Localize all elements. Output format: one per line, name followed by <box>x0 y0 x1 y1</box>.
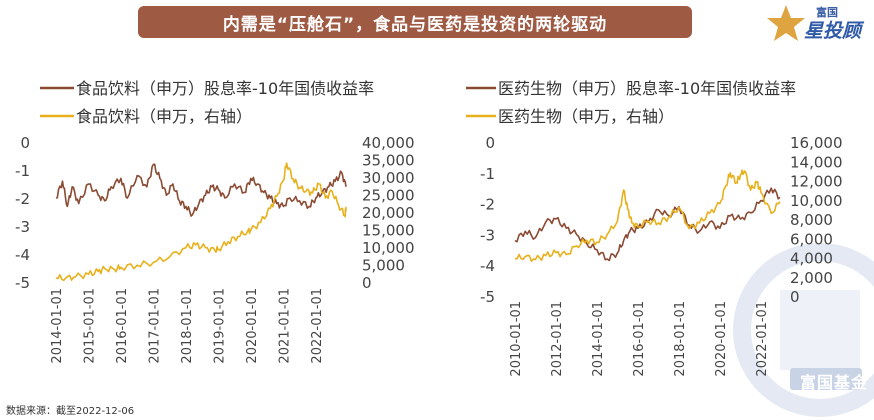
legend-label: 食品饮料（申万）股息率-10年国债收益率 <box>76 79 374 98</box>
y-right-tick-label: 30,000 <box>362 169 415 187</box>
y-right-tick-label: 0 <box>362 274 372 292</box>
y-right-tick-label: 40,000 <box>362 134 415 152</box>
y-right-tick-label: 14,000 <box>790 153 843 171</box>
x-tick-label: 2022-01-01 <box>310 288 325 364</box>
x-tick-label: 2015-01-01 <box>82 288 97 364</box>
title-banner: 内需是“压舱石”，食品与医药是投资的两轮驱动 <box>138 6 692 38</box>
legend-label: 医药生物（申万，右轴） <box>498 107 674 126</box>
y-right-tick-label: 25,000 <box>362 187 415 205</box>
y-left-tick-label: 0 <box>485 134 495 152</box>
y-left-tick-label: -5 <box>480 288 495 306</box>
y-right-tick-label: 2,000 <box>790 269 833 287</box>
y-right-tick-label: 16,000 <box>790 134 843 152</box>
x-tick-label: 2020-01-01 <box>714 301 729 377</box>
y-left-tick-label: -4 <box>15 246 30 264</box>
x-tick-label: 2012-01-01 <box>550 301 565 377</box>
y-right-tick-label: 5,000 <box>362 257 405 275</box>
y-left-tick-label: -3 <box>15 218 30 236</box>
brand-small-text: 富国 <box>816 6 838 19</box>
y-right-tick-label: 0 <box>790 288 800 306</box>
x-tick-label: 2019-01-01 <box>212 288 227 364</box>
y-left-tick-label: -4 <box>480 257 495 275</box>
x-tick-label: 2018-01-01 <box>180 288 195 364</box>
legend-label: 医药生物（申万）股息率-10年国债收益率 <box>498 79 796 98</box>
y-left-tick-label: -1 <box>480 165 495 183</box>
y-left-tick-label: 0 <box>20 134 30 152</box>
watermark-text: 富国基金 <box>800 373 869 392</box>
y-left-tick-label: -1 <box>15 162 30 180</box>
series-line-index <box>514 169 781 262</box>
y-right-tick-label: 20,000 <box>362 204 415 222</box>
y-right-tick-label: 12,000 <box>790 173 843 191</box>
y-right-tick-label: 8,000 <box>790 211 833 229</box>
x-tick-label: 2022-01-01 <box>755 301 770 377</box>
series-line-dividend-spread <box>55 163 347 217</box>
y-left-tick-label: -3 <box>480 226 495 244</box>
x-tick-label: 2016-01-01 <box>632 301 647 377</box>
x-tick-label: 2020-01-01 <box>245 288 260 364</box>
y-left-tick-label: -5 <box>15 274 30 292</box>
y-right-tick-label: 35,000 <box>362 152 415 170</box>
y-right-tick-label: 6,000 <box>790 230 833 248</box>
y-right-tick-label: 10,000 <box>790 192 843 210</box>
x-tick-label: 2017-01-01 <box>147 288 162 364</box>
y-left-tick-label: -2 <box>15 190 30 208</box>
legend-label: 食品饮料（申万，右轴） <box>76 107 252 126</box>
x-tick-label: 2021-01-01 <box>277 288 292 364</box>
brand-logo <box>766 3 866 43</box>
series-line-dividend-spread <box>514 187 781 262</box>
y-right-tick-label: 10,000 <box>362 239 415 257</box>
source-note: 数据来源：截至2022-12-06 <box>6 406 135 417</box>
x-tick-label: 2018-01-01 <box>673 301 688 377</box>
series-line-index <box>55 162 347 282</box>
x-tick-label: 2014-01-01 <box>591 301 606 377</box>
y-right-tick-label: 15,000 <box>362 222 415 240</box>
y-right-tick-label: 4,000 <box>790 250 833 268</box>
x-tick-label: 2010-01-01 <box>509 301 524 377</box>
brand-main-text: 星投顾 <box>804 20 862 42</box>
x-tick-label: 2016-01-01 <box>115 288 130 364</box>
x-tick-label: 2014-01-01 <box>50 288 65 364</box>
star-icon <box>767 5 805 41</box>
y-left-tick-label: -2 <box>480 196 495 214</box>
